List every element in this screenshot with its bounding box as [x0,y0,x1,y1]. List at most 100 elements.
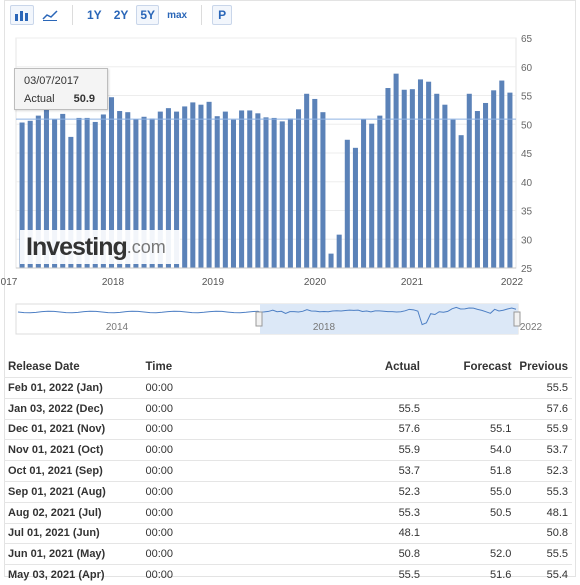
chart-bar[interactable] [190,102,196,269]
chart-bar[interactable] [344,139,350,268]
chart-bar[interactable] [369,123,375,268]
chart-bar[interactable] [35,115,41,268]
chart-bar[interactable] [247,110,253,268]
chart-bar[interactable] [466,93,472,269]
y-tick-label: 35 [521,207,533,218]
table-row[interactable]: Jul 01, 2021 (Jun) 00:00 48.1 50.8 [4,522,572,544]
chart-bar[interactable] [426,81,432,268]
chart-bar[interactable] [27,120,33,268]
chart-bar[interactable] [60,113,66,269]
chart-bar[interactable] [84,117,90,268]
chart-bar[interactable] [239,110,245,268]
x-tick-label: 2021 [401,277,424,288]
chart-bar[interactable] [108,97,115,268]
chart-bar[interactable] [206,101,212,268]
chart-bar[interactable] [507,92,513,268]
table-row[interactable]: May 03, 2021 (Apr) 00:00 55.5 51.6 55.4 [4,564,572,585]
chart-bar[interactable] [393,73,399,269]
chart-bar[interactable] [117,111,123,269]
chart-bar[interactable] [401,89,407,268]
range-button-2y[interactable]: 2Y [109,5,133,25]
header-previous[interactable]: Previous [519,360,568,373]
chart-bar[interactable] [385,88,391,269]
table-row[interactable]: Aug 02, 2021 (Jul) 00:00 55.3 50.5 48.1 [4,501,572,524]
chart-bar[interactable] [125,112,131,268]
table-row[interactable]: Feb 01, 2022 (Jan) 00:00 55.5 [4,377,572,399]
table-row[interactable]: Sep 01, 2021 (Aug) 00:00 52.3 55.0 55.3 [4,480,572,503]
line-chart-button[interactable] [38,5,62,25]
chart-bar[interactable] [100,114,106,268]
range-button-max[interactable]: max [163,5,192,25]
chart-bar[interactable] [491,90,497,268]
chart-bar[interactable] [434,93,440,269]
chart-bar[interactable] [174,111,180,268]
print-button[interactable]: P [212,5,233,25]
navigator-selection[interactable] [260,304,518,334]
chart-bar[interactable] [320,112,326,268]
chart-bar[interactable] [165,108,171,269]
chart-bar[interactable] [279,121,285,268]
navigator-label: 2014 [106,322,129,333]
forecast-cell: 54.0 [423,439,516,461]
range-button-1y[interactable]: 1Y [83,5,106,25]
chart-bar[interactable] [352,147,358,268]
header-time[interactable]: Time [145,360,173,373]
range-button-5y[interactable]: 5Y [136,5,160,25]
chart-bar[interactable] [417,79,424,269]
time-cell: 00:00 [141,501,347,524]
navigator-svg[interactable]: 2014 2018 2022 [0,300,580,340]
chart-bar[interactable] [263,117,269,268]
chart-bar[interactable] [76,117,82,268]
navigator-handle-right[interactable] [513,311,521,327]
chart-bar[interactable] [304,93,310,269]
bar-chart-button[interactable] [10,5,34,25]
chart-bar[interactable] [157,111,163,268]
chart-bar[interactable] [450,119,456,269]
chart-bar[interactable] [182,106,188,268]
chart-bar[interactable] [52,119,58,268]
chart-bar[interactable] [92,121,98,268]
chart-bar[interactable] [133,119,139,268]
chart-bar[interactable] [214,116,220,268]
chart-bar[interactable] [499,80,505,268]
forecast-cell: 50.5 [423,501,516,524]
chart-bar[interactable] [287,118,293,269]
chart-bar[interactable] [328,253,334,268]
chart-bar[interactable] [336,234,342,268]
chart-bar[interactable] [141,116,147,269]
actual-cell: 55.5 [346,564,424,585]
table-row[interactable]: Oct 01, 2021 (Sep) 00:00 53.7 51.8 52.3 [4,460,572,482]
chart-bar[interactable] [68,136,74,268]
table-row[interactable]: Dec 01, 2021 (Nov) 00:00 57.6 55.1 55.9 [4,418,572,440]
actual-cell: 55.9 [346,439,424,461]
navigator-handle-left[interactable] [255,311,263,327]
header-actual[interactable]: Actual [384,360,420,373]
chart-bar[interactable] [442,104,448,268]
x-tick-label: 2020 [304,277,327,288]
chart-bar[interactable] [230,119,236,269]
chart-bar[interactable] [296,109,302,268]
chart-bar[interactable] [312,98,318,268]
table-row[interactable]: Jan 03, 2022 (Dec) 00:00 55.5 57.6 [4,397,572,420]
chart-bar[interactable] [458,135,464,268]
chart-bar[interactable] [255,113,261,268]
release-date-cell: Nov 01, 2021 (Oct) [4,439,142,461]
chart-bar[interactable] [149,118,155,269]
chart-bar[interactable] [43,101,49,268]
chart-bar[interactable] [19,122,25,269]
header-release-date[interactable]: Release Date [8,360,80,373]
chart-bar[interactable] [222,111,228,268]
table-row[interactable]: Nov 01, 2021 (Oct) 00:00 55.9 54.0 53.7 [4,439,572,461]
y-tick-label: 50 [521,120,533,131]
chart-bar[interactable] [361,119,367,268]
chart-bar[interactable] [377,115,383,268]
header-forecast[interactable]: Forecast [463,360,512,373]
chart-bar[interactable] [474,111,480,269]
table-row[interactable]: Jun 01, 2021 (May) 00:00 50.8 52.0 55.5 [4,543,572,565]
chart-bar[interactable] [409,89,415,268]
time-cell: 00:00 [141,522,347,544]
chart-bar[interactable] [271,117,277,268]
y-tick-label: 65 [521,34,533,45]
chart-bar[interactable] [483,102,489,268]
chart-bar[interactable] [198,104,204,268]
